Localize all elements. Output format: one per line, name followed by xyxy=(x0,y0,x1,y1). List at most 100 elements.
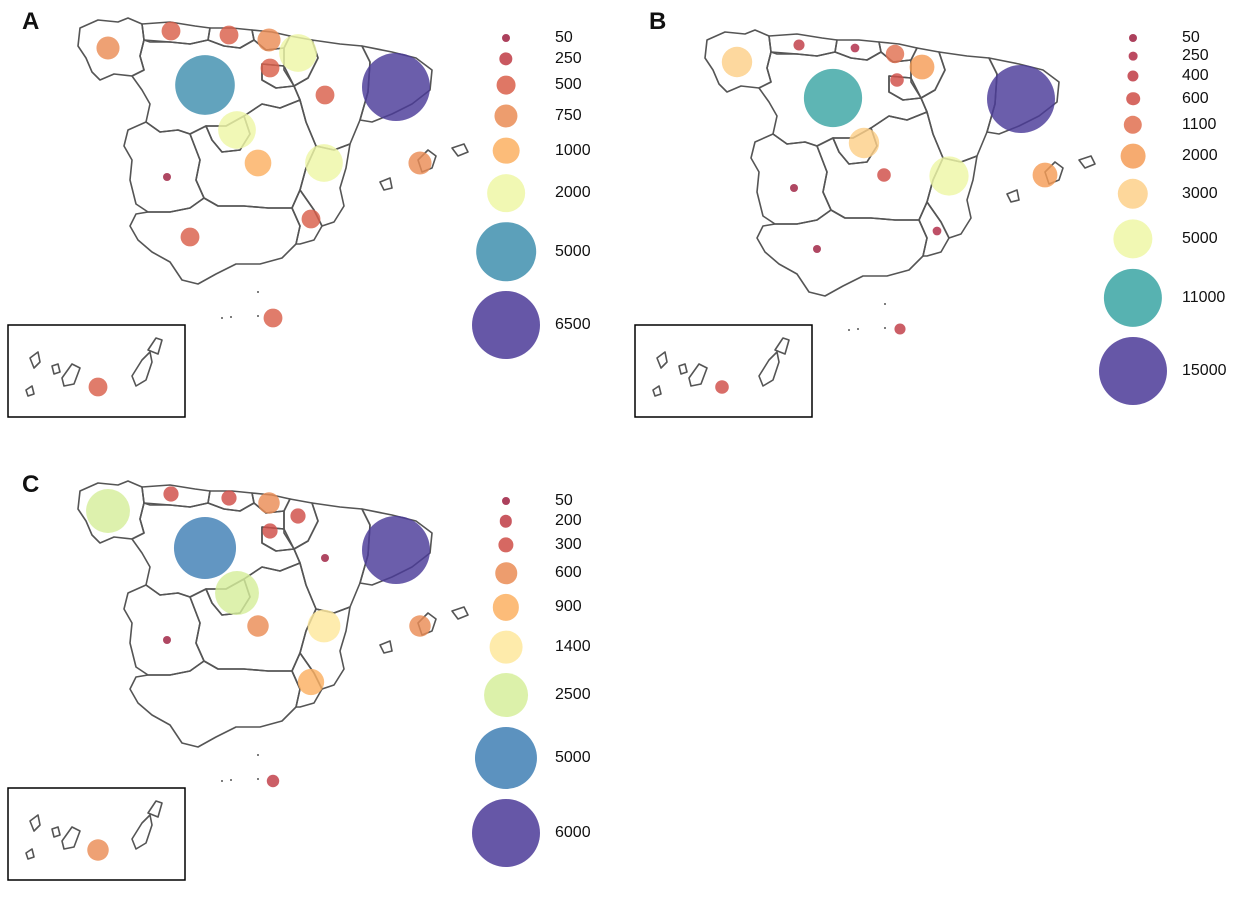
canary-island xyxy=(758,351,780,387)
canary-island xyxy=(774,337,790,355)
legend-item: 5000 xyxy=(470,221,620,282)
canary-inset xyxy=(7,787,186,881)
canary-island xyxy=(688,363,708,387)
region-andalusia xyxy=(129,660,301,748)
panel-letter: A xyxy=(22,8,40,35)
legend-swatch xyxy=(1126,91,1140,106)
islet xyxy=(221,317,223,319)
canary-island xyxy=(29,814,41,832)
canary-island xyxy=(652,385,662,397)
bubble-catalonia xyxy=(362,53,430,121)
legend-swatch xyxy=(1123,115,1143,134)
islet xyxy=(884,327,886,329)
legend-label: 1400 xyxy=(555,637,591,655)
legend-item: 11000 xyxy=(1097,268,1247,327)
inset-frame xyxy=(634,324,813,418)
legend-item: 5000 xyxy=(470,727,620,790)
legend-swatch xyxy=(492,137,520,164)
size-legend: 50 200 300 600 900 1400 2500 5000 6000 xyxy=(470,485,620,885)
legend-swatch xyxy=(476,221,536,282)
legend-label: 1000 xyxy=(555,141,591,159)
legend-label: 250 xyxy=(555,49,582,67)
bubble-murcia xyxy=(301,209,321,229)
legend-swatch xyxy=(496,75,516,95)
bubble-murcia xyxy=(932,226,942,236)
bubbles xyxy=(88,21,432,397)
bubble-aragon xyxy=(321,554,329,562)
legend-item: 5000 xyxy=(1097,219,1247,259)
legend-item: 250 xyxy=(470,50,620,67)
islet xyxy=(230,316,232,318)
bubble-galicia xyxy=(86,489,130,533)
legend-swatch xyxy=(499,51,513,66)
canary-inset xyxy=(7,324,186,418)
bubbles xyxy=(715,39,1058,394)
legend-item: 750 xyxy=(470,104,620,128)
panel-c: C 50 200 300 600 900 1400 2500 5000 6000 xyxy=(0,463,620,908)
legend-swatch xyxy=(472,799,540,868)
islet xyxy=(257,315,259,317)
legend-swatch xyxy=(487,173,525,212)
region-valencia xyxy=(299,606,351,690)
legend-swatch xyxy=(484,673,528,718)
legend-item: 1400 xyxy=(470,630,620,664)
canary-island xyxy=(61,826,81,850)
bubble-cantabria xyxy=(221,490,237,506)
region-valencia xyxy=(926,155,978,239)
legend-swatch xyxy=(1117,178,1149,210)
panel-b: B 50 250 400 600 1100 2000 3000 5000 11000 15000 xyxy=(627,0,1247,445)
region-murcia xyxy=(291,652,323,708)
bubble-andalusia xyxy=(813,245,821,253)
canary-island xyxy=(29,351,41,369)
islet xyxy=(221,780,223,782)
legend-label: 5000 xyxy=(555,242,591,260)
legend-label: 2500 xyxy=(555,686,591,704)
bubble-castile-and-leon xyxy=(803,68,863,128)
legend-item: 200 xyxy=(470,512,620,529)
legend-swatch xyxy=(1128,51,1138,61)
bubble-balearic-islands xyxy=(1032,162,1058,188)
region-extremadura xyxy=(750,133,832,225)
balearic-island xyxy=(1006,189,1020,203)
size-legend: 50 250 400 600 1100 2000 3000 5000 11000 15000 xyxy=(1097,22,1247,422)
legend-item: 6500 xyxy=(470,291,620,360)
balearic-island xyxy=(1078,155,1096,169)
legend-swatch xyxy=(502,34,510,42)
bubble-asturias xyxy=(793,39,805,51)
legend-item: 300 xyxy=(470,536,620,553)
legend-swatch xyxy=(1103,268,1163,327)
panel-letter: B xyxy=(649,8,667,35)
legend-label: 400 xyxy=(1182,67,1209,85)
legend-label: 3000 xyxy=(1182,184,1218,202)
legend-label: 11000 xyxy=(1182,288,1226,306)
legend-swatch xyxy=(489,630,523,664)
bubble-la-rioja xyxy=(260,58,280,78)
bubble-basque-country xyxy=(257,28,281,52)
canary-inset xyxy=(634,324,813,418)
legend-item: 15000 xyxy=(1097,336,1247,405)
legend-swatch xyxy=(492,594,520,621)
legend-swatch xyxy=(502,497,510,505)
bubble-canary-islands xyxy=(88,377,108,397)
legend-label: 50 xyxy=(555,29,573,46)
legend-item: 1100 xyxy=(1097,115,1247,134)
legend-label: 600 xyxy=(1182,89,1209,107)
region-extremadura xyxy=(123,121,205,213)
legend-swatch xyxy=(472,291,540,360)
bubble-canary-islands xyxy=(87,839,109,861)
bubble-castile-la-mancha xyxy=(877,168,891,182)
legend-swatch xyxy=(1113,219,1153,259)
bubble-ceuta-melilla xyxy=(894,323,906,335)
bubble-basque-country xyxy=(885,44,905,64)
bubble-ceuta-melilla xyxy=(263,308,283,328)
inset-frame xyxy=(7,324,186,418)
bubble-valencia xyxy=(305,144,343,182)
region-murcia xyxy=(918,201,950,257)
bubble-balearic-islands xyxy=(408,151,432,175)
legend-swatch xyxy=(499,515,513,528)
canary-island xyxy=(25,385,35,397)
legend-label: 500 xyxy=(555,75,582,93)
legend-swatch xyxy=(494,104,518,128)
canary-island xyxy=(131,814,153,850)
legend-swatch xyxy=(474,727,538,790)
